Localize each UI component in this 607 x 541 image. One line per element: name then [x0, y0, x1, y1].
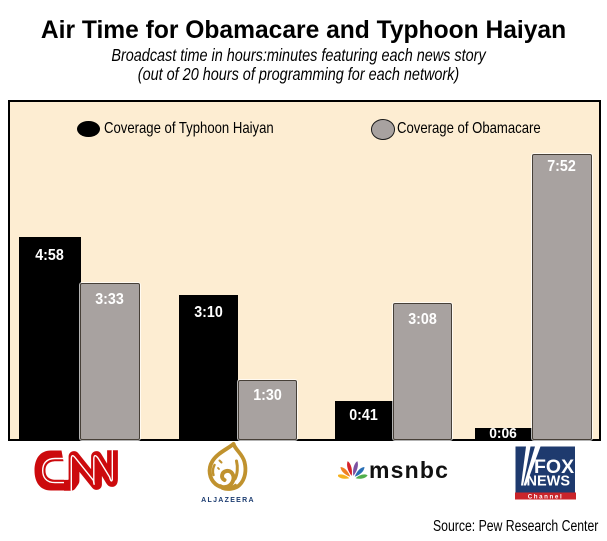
svg-text:NEWS: NEWS: [527, 474, 571, 490]
svg-text:msnbc: msnbc: [369, 458, 449, 482]
svg-text:Channel: Channel: [528, 493, 564, 500]
svg-text:ALJAZEERA: ALJAZEERA: [201, 497, 255, 504]
svg-text:FOX: FOX: [534, 456, 574, 478]
